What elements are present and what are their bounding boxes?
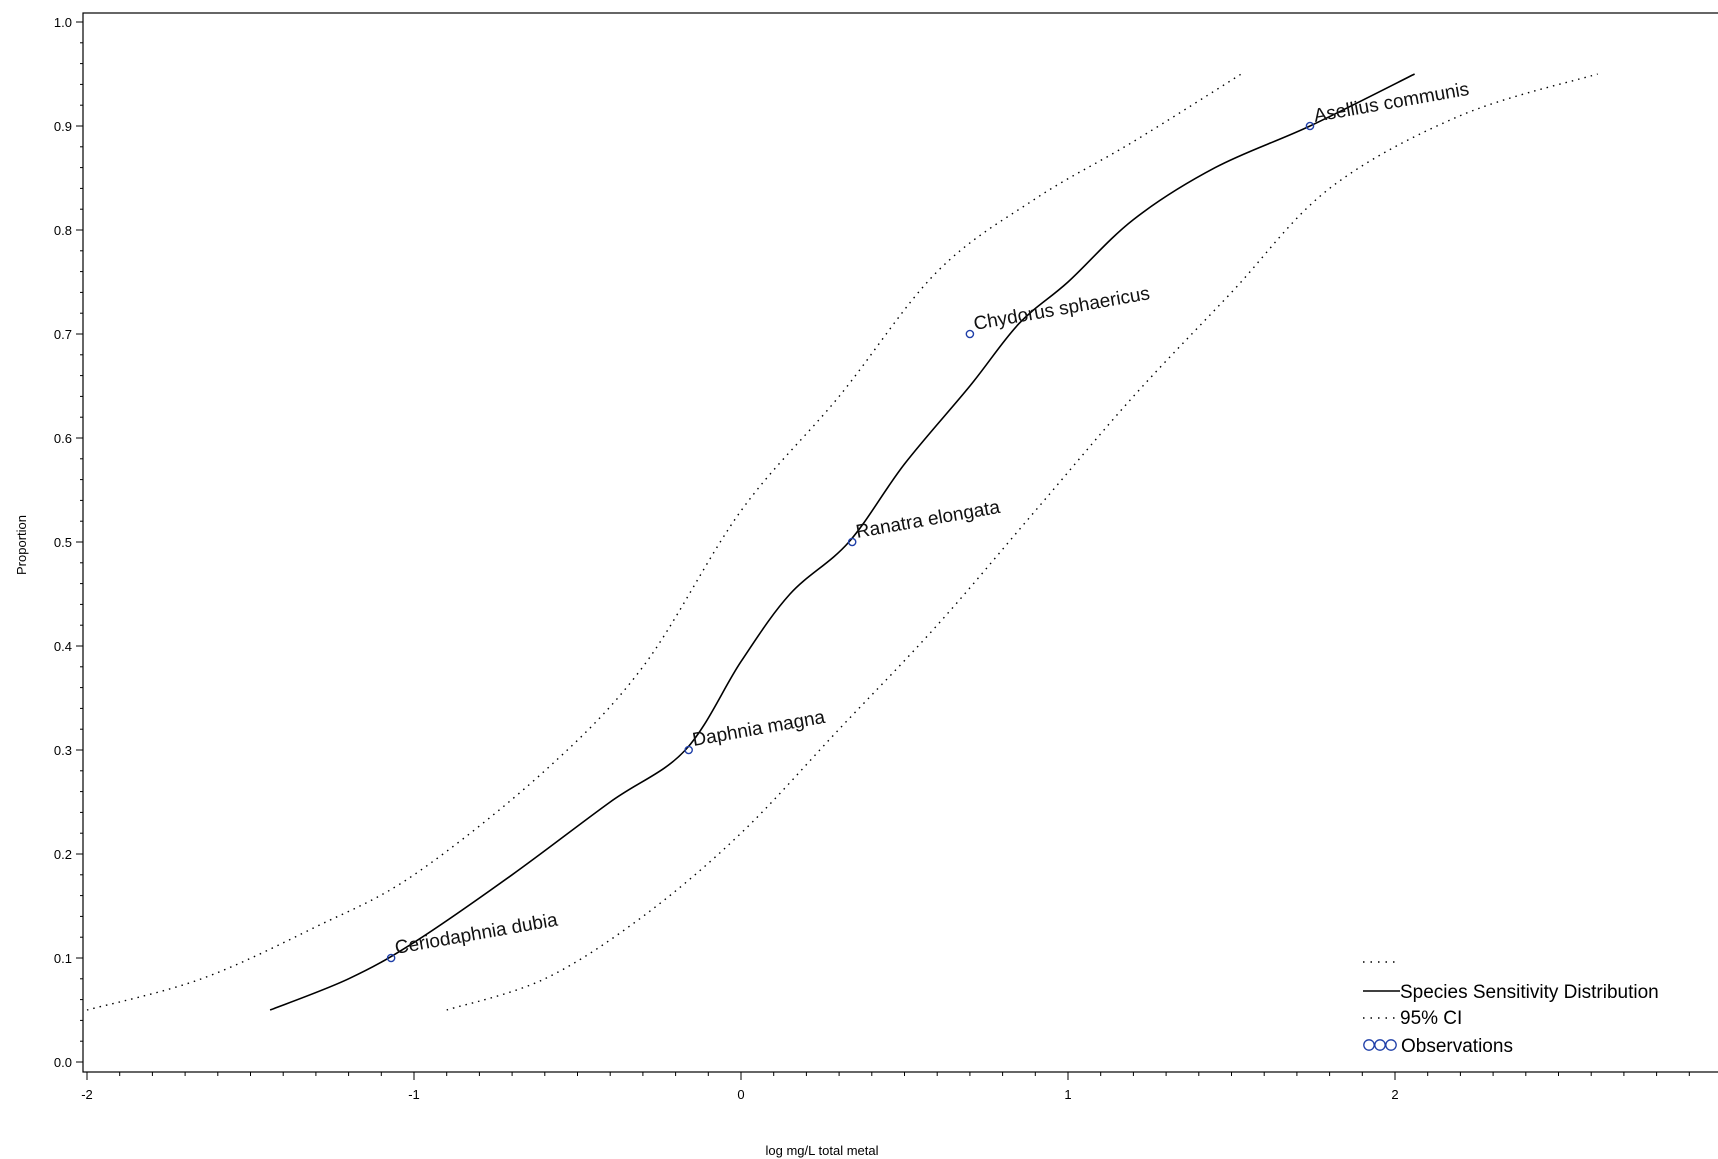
y-tick-label: 0.5: [54, 535, 72, 550]
observation-label: Ceriodaphnia dubia: [393, 910, 559, 959]
ci-lower-line: [446, 73, 1598, 1011]
plot-area-border: [82, 12, 1718, 1073]
legend-label: 95% CI: [1400, 1008, 1462, 1029]
x-tick-label: 1: [1064, 1087, 1071, 1102]
legend-swatch-circle: [1363, 1039, 1375, 1051]
y-tick-label: 1.0: [54, 15, 72, 30]
x-tick-label: 2: [1391, 1087, 1398, 1102]
x-tick-label: -2: [81, 1087, 93, 1102]
x-tick-label: -1: [408, 1087, 420, 1102]
y-tick-label: 0.8: [54, 223, 72, 238]
plot-frame: [82, 12, 1718, 1073]
legend-swatch-circle: [1385, 1039, 1397, 1051]
y-tick-label: 0.0: [54, 1055, 72, 1070]
observation-point: [847, 537, 857, 547]
legend-label: Observations: [1401, 1036, 1513, 1057]
y-tick-label: 0.3: [54, 743, 72, 758]
observation-point: [684, 745, 693, 755]
ssd-curve: [269, 73, 1415, 1011]
legend-swatch-circle: [1374, 1039, 1386, 1051]
x-axis-title: log mg/L total metal: [766, 1143, 879, 1158]
legend: Species Sensitivity Distribution 95% CI Ob…: [1363, 961, 1659, 1057]
ci-upper-line: [86, 73, 1242, 1011]
y-tick-label: 0.6: [54, 431, 72, 446]
y-tick-label: 0.1: [54, 951, 72, 966]
observation-label: Chydorus sphaericus: [972, 283, 1151, 335]
observation-point: [965, 329, 975, 339]
x-tick-label: 0: [737, 1087, 744, 1102]
ssd-line: [269, 73, 1415, 1011]
x-axis: -2-10123: [81, 1072, 1690, 1102]
legend-label: Species Sensitivity Distribution: [1400, 982, 1659, 1003]
confidence-interval-lines: [86, 73, 1598, 1011]
y-tick-label: 0.9: [54, 119, 72, 134]
y-axis-title: Proportion: [14, 515, 29, 575]
y-tick-label: 0.2: [54, 847, 72, 862]
y-tick-label: 0.4: [54, 639, 72, 654]
observation-point: [386, 953, 396, 963]
observation-point: [1305, 121, 1315, 131]
y-axis: 0.0 0.1 0.2 0.3 0.4 0.5 0.6 0.7 0.8 0.9 1.0: [54, 15, 83, 1070]
y-tick-label: 0.7: [54, 327, 72, 342]
